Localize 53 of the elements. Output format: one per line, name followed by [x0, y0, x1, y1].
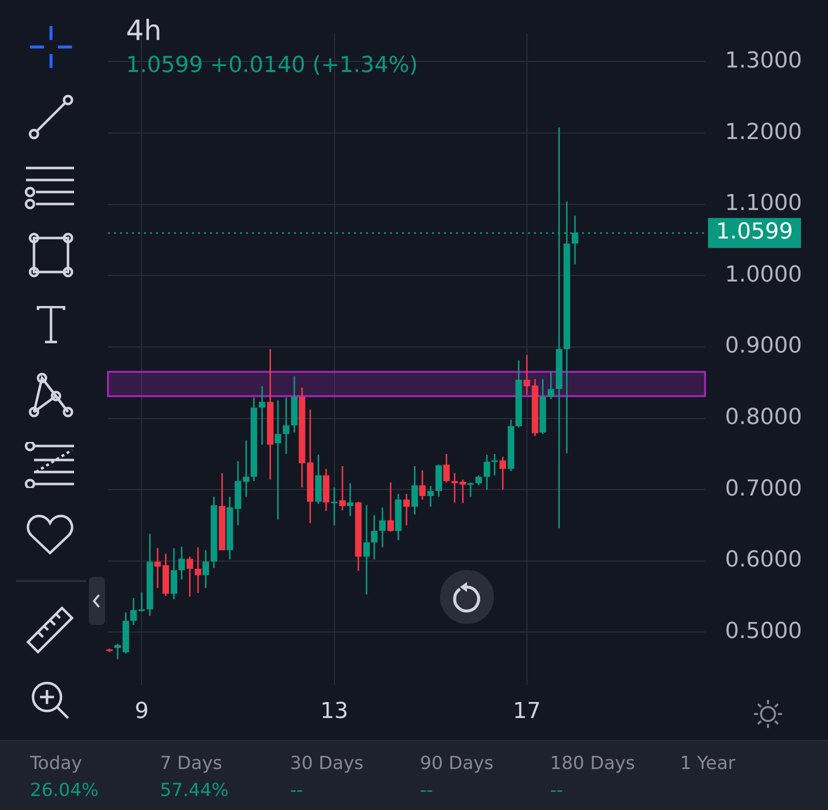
candlestick — [387, 482, 394, 532]
text: -- — [550, 780, 564, 801]
x-tick-label: 17 — [512, 698, 541, 724]
candlestick — [282, 396, 290, 455]
candlestick — [419, 470, 426, 500]
chart-title: 4h — [126, 14, 163, 47]
text: Today — [30, 753, 84, 774]
text: 1.0599 +0.0140 (+1.34%) — [126, 53, 418, 78]
text: 57.44% — [160, 780, 229, 801]
text: -- — [420, 780, 434, 801]
candlestick — [443, 453, 450, 484]
text: 7 Days — [160, 753, 224, 774]
candlestick — [274, 400, 282, 520]
candlestick — [170, 547, 178, 600]
y-tick-label: 0.5000 — [725, 618, 802, 644]
text: 1 Year — [680, 753, 736, 774]
candlestick — [202, 549, 210, 589]
y-tick-label: 1.0000 — [725, 262, 802, 288]
ref-line-label: 1.0599 — [716, 220, 793, 245]
candlestick — [331, 486, 338, 526]
candlestick — [475, 474, 482, 486]
candlestick — [379, 506, 386, 548]
x-tick-label: 13 — [320, 698, 348, 724]
candlestick — [427, 485, 434, 508]
y-tick-label: 1.2000 — [725, 120, 802, 145]
candlestick — [178, 546, 185, 580]
candlestick — [346, 482, 354, 517]
candlestick — [500, 456, 506, 490]
text: 180 Days — [550, 753, 635, 774]
y-tick-label: 1.1000 — [725, 191, 802, 216]
candlestick — [411, 465, 418, 516]
candlestick — [363, 504, 370, 596]
y-tick-label: 0.8000 — [725, 405, 802, 430]
text: -- — [290, 780, 304, 801]
y-tick-label: 0.7000 — [725, 476, 802, 502]
candlestick — [484, 454, 490, 490]
candlestick — [403, 493, 410, 526]
candlestick — [467, 482, 474, 498]
candlestick — [548, 370, 554, 400]
candlestick — [194, 546, 202, 594]
y-tick-label: 0.6000 — [725, 548, 802, 573]
y-tick-label: 1.3000 — [725, 48, 802, 74]
candlestick — [186, 556, 194, 598]
x-tick-label: 9 — [134, 698, 149, 724]
candlestick — [524, 354, 530, 396]
text: 90 Days — [420, 753, 494, 774]
y-tick-label: 0.9000 — [725, 334, 802, 359]
candlestick — [339, 465, 346, 512]
candlestick — [258, 385, 266, 446]
candlestick — [370, 514, 378, 560]
candlestick — [491, 453, 498, 476]
text: 26.04% — [30, 780, 99, 801]
text: 30 Days — [290, 753, 364, 774]
